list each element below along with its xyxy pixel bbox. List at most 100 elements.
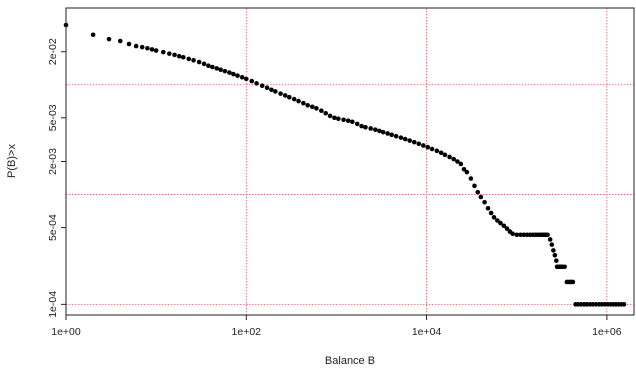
data-point [455, 159, 460, 164]
data-point [514, 232, 520, 238]
data-point [227, 70, 232, 75]
data-point [259, 83, 265, 89]
data-point [345, 118, 351, 124]
data-point [421, 143, 426, 148]
data-point [180, 54, 186, 60]
data-point [160, 49, 166, 55]
y-tick-label: 2e-02 [47, 38, 59, 65]
data-point [590, 302, 596, 307]
data-point [249, 78, 255, 84]
data-point [176, 53, 182, 59]
data-point [488, 210, 494, 216]
data-point [570, 279, 576, 285]
x-axis-label: Balance B [325, 355, 375, 367]
data-point [254, 81, 259, 86]
data-point [554, 258, 559, 263]
y-tick-label: 5e-04 [47, 214, 59, 241]
data-point [504, 226, 510, 231]
data-point [196, 59, 202, 65]
data-point [545, 232, 550, 238]
y-tick-label: 1e-04 [47, 291, 59, 318]
data-point [332, 115, 337, 121]
data-point [407, 138, 413, 143]
data-point [621, 302, 627, 307]
data-point [106, 36, 112, 42]
data-point [461, 166, 467, 172]
data-point [377, 128, 382, 134]
data-point [269, 87, 274, 93]
data-point [472, 183, 477, 189]
data-point [442, 152, 448, 158]
data-point [282, 93, 288, 98]
data-point [327, 113, 333, 119]
data-point [243, 76, 249, 82]
x-tick-label: 1e+06 [592, 326, 622, 338]
data-point [482, 200, 487, 205]
data-point [210, 64, 215, 70]
data-point [214, 66, 220, 71]
data-point [458, 161, 464, 167]
data-point [296, 98, 301, 104]
data-point [547, 237, 553, 242]
data-point [149, 47, 155, 52]
x-tick-label: 1e+04 [412, 326, 442, 338]
y-axis-label: P(B)>x [6, 144, 18, 178]
data-point [438, 150, 444, 156]
data-point [133, 43, 139, 49]
data-point [464, 169, 470, 175]
data-point [518, 232, 523, 238]
data-point [145, 45, 150, 51]
x-axis: 1e+00 1e+02 1e+04 1e+06 [51, 315, 622, 338]
data-point [206, 63, 211, 69]
data-point [201, 61, 207, 67]
data-point [402, 136, 408, 142]
data-point [264, 85, 270, 91]
data-point [153, 48, 159, 53]
y-tick-label: 2e-03 [47, 148, 59, 175]
data-point [552, 252, 558, 258]
data-point [341, 117, 346, 123]
data-point [385, 131, 390, 136]
data-point [305, 102, 310, 108]
data-point [314, 106, 319, 111]
data-point [510, 231, 515, 237]
data-point [231, 71, 236, 77]
data-point [501, 223, 507, 229]
data-point [90, 32, 96, 38]
data-point [235, 73, 240, 78]
data-point [218, 67, 223, 73]
data-point [117, 38, 123, 44]
data-point [485, 205, 491, 211]
data-point [291, 96, 297, 102]
data-point [336, 116, 341, 122]
data-point [350, 119, 355, 125]
data-point [451, 156, 457, 162]
data-point [434, 148, 440, 154]
gridlines [65, 8, 634, 315]
data-point [478, 194, 484, 200]
data-point [429, 146, 435, 152]
data-point [491, 215, 497, 220]
data-point [126, 41, 132, 47]
plot-frame [65, 7, 635, 316]
data-point [389, 132, 394, 138]
data-point [416, 141, 422, 147]
data-point [447, 154, 452, 160]
data-point [359, 123, 364, 129]
data-point [354, 121, 360, 127]
data-point [191, 57, 196, 63]
data-point [222, 68, 228, 74]
data-point [411, 139, 417, 145]
x-tick-label: 1e+00 [51, 326, 81, 338]
data-point [373, 127, 378, 132]
data-point [562, 264, 567, 270]
data-point [139, 44, 145, 50]
data-point [393, 133, 399, 139]
data-point [172, 52, 177, 58]
y-tick-label: 5e-03 [47, 104, 59, 131]
data-point [495, 218, 500, 223]
data-points [63, 22, 627, 307]
y-axis: 1e-04 5e-04 2e-03 5e-03 2e-02 [47, 38, 66, 318]
data-point [273, 89, 278, 94]
